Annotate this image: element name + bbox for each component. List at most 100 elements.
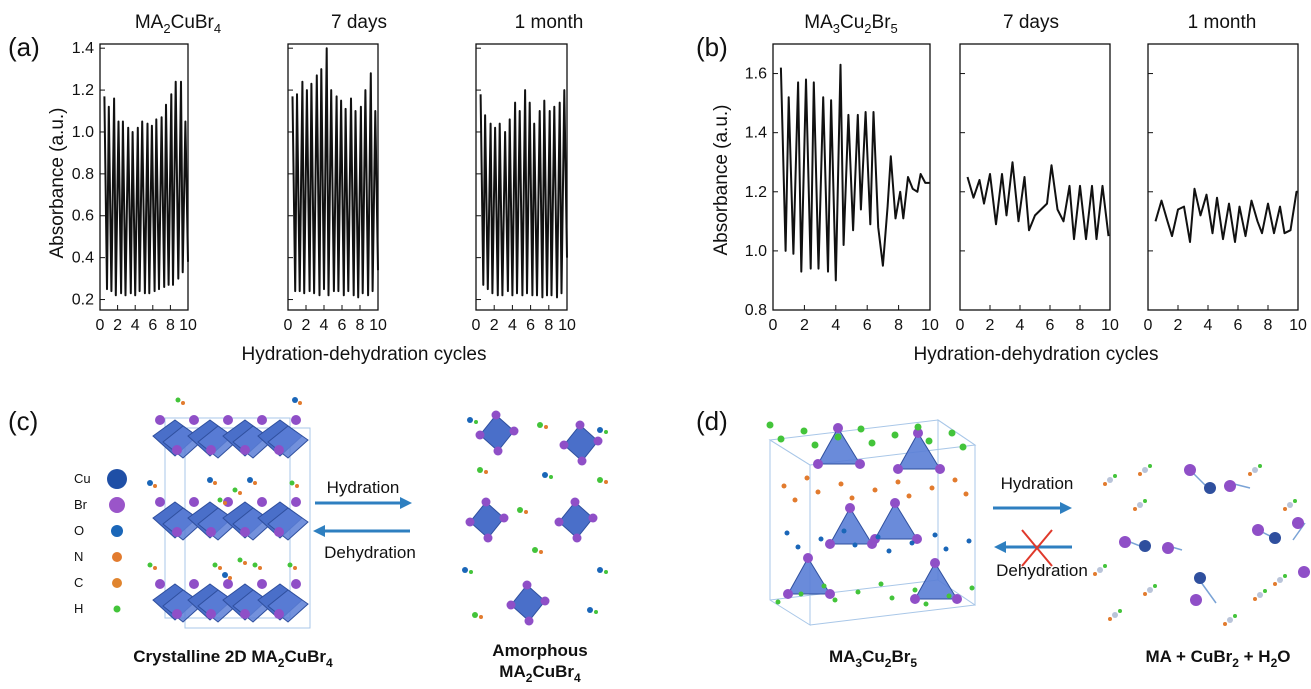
plot-frame-b3: [1147, 43, 1299, 311]
legend-dot-c: [112, 578, 122, 588]
br-atom: [240, 527, 250, 537]
y-tick-label: 1.2: [745, 184, 767, 201]
tetrahedron-shape: [817, 427, 861, 465]
plot-frame-b2: [959, 43, 1111, 311]
x-tick-label: 2: [800, 317, 809, 334]
x-tick-label: 6: [338, 317, 347, 334]
series-line-b3: [1154, 187, 1298, 243]
arrows-d: Hydration Dehydration: [993, 474, 1088, 580]
series-line-a2: [291, 47, 379, 299]
x-tick-label: 10: [1101, 317, 1119, 334]
br-atom: [172, 609, 182, 619]
dehydration-label-c: Dehydration: [324, 543, 416, 562]
plot-frame-b1: [772, 43, 931, 311]
br-atom: [206, 527, 216, 537]
y-ticks-b: 0.8 1.0 1.2 1.4 1.6: [745, 66, 767, 319]
octahedron-shape: [558, 501, 594, 539]
x-tick-label: 10: [921, 317, 939, 334]
octahedron-shape: [510, 584, 546, 622]
tetrahedron-shape: [914, 562, 958, 600]
panel-label-d: (d): [696, 406, 728, 436]
tetrahedron-shape: [829, 507, 873, 545]
y-tick-label: 0.4: [72, 250, 94, 267]
dehydration-label-d: Dehydration: [996, 561, 1088, 580]
subplot-title-a3: 1 month: [515, 12, 584, 33]
x-tick-label: 0: [284, 317, 293, 334]
plot-frame-a2: [287, 43, 379, 311]
legend-label-c: C: [74, 575, 83, 590]
br-atom: [291, 497, 301, 507]
br-atom: [257, 415, 267, 425]
x-tick-label: 10: [1289, 317, 1307, 334]
atom-legend: Cu Br O N C H: [74, 469, 127, 616]
x-tick-label: 0: [956, 317, 965, 334]
octahedron-shape: [479, 414, 515, 452]
legend-dot-h: [113, 605, 121, 613]
plot-frame-a1: [99, 43, 189, 311]
subplot-title-b3: 1 month: [1188, 12, 1257, 33]
crystalline-structure-illustration: [147, 397, 311, 629]
caption-amorphous-line1: Amorphous: [492, 641, 587, 660]
x-tick-label: 4: [131, 317, 140, 334]
y-axis-label-b: Absorbance (a.u.): [711, 104, 732, 255]
y-axis-label-a: Absorbance (a.u.): [47, 107, 68, 258]
caption-amorphous-line2: MA2CuBr4: [499, 662, 581, 684]
x-tick-label: 4: [320, 317, 329, 334]
subplot-title-a1: MA2CuBr4: [135, 12, 221, 36]
panel-label-c: (c): [8, 406, 38, 436]
x-tick-label: 2: [986, 317, 995, 334]
x-tick-label: 0: [96, 317, 105, 334]
x-tick-label: 4: [831, 317, 840, 334]
amorphous-structure-illustration: [462, 410, 608, 626]
legend-dot-cu: [107, 469, 127, 489]
subplot-title-b2: 7 days: [1003, 12, 1059, 33]
x-tick-label: 10: [558, 317, 576, 334]
panel-label-a: (a): [8, 32, 40, 62]
x-tick-label: 4: [1016, 317, 1025, 334]
octahedron-shape: [563, 424, 599, 462]
subplot-title-a2: 7 days: [331, 12, 387, 33]
br-atom: [257, 497, 267, 507]
x-tick-label: 8: [166, 317, 175, 334]
legend-dot-o: [111, 525, 123, 537]
tetrahedron-shape: [897, 432, 941, 470]
y-ticks-a: 0.2 0.4 0.6 0.8 1.0 1.2 1.4: [72, 40, 94, 308]
x-tick-label: 6: [148, 317, 157, 334]
br-atom: [223, 415, 233, 425]
x-tick-label: 2: [490, 317, 499, 334]
ma3cu2br5-structure-illustration: [766, 419, 977, 626]
br-atom: [257, 579, 267, 589]
series-line-a3: [479, 89, 568, 299]
x-tick-label: 4: [508, 317, 517, 334]
br-atom: [189, 415, 199, 425]
br-atom: [155, 579, 165, 589]
br-atom: [206, 609, 216, 619]
arrows-c: Hydration Dehydration: [313, 478, 416, 562]
y-tick-label: 1.2: [72, 82, 94, 99]
x-tick-label: 2: [302, 317, 311, 334]
x-tick-label: 0: [472, 317, 481, 334]
br-atom: [274, 445, 284, 455]
x-tick-label: 6: [1234, 317, 1243, 334]
y-tick-label: 1.4: [745, 125, 767, 142]
x-tick-label: 4: [1204, 317, 1213, 334]
x-tick-label: 2: [1174, 317, 1183, 334]
x-axis-label-b: Hydration-dehydration cycles: [913, 344, 1158, 365]
br-atom: [206, 445, 216, 455]
x-tick-label: 2: [113, 317, 122, 334]
panel-label-b: (b): [696, 32, 728, 62]
y-tick-label: 1.0: [72, 124, 94, 141]
plots-a: 0 2 4 6 8 10 0 2 4 6 8 10 0 2 4 6 8 10: [96, 43, 576, 334]
legend-label-h: H: [74, 601, 83, 616]
y-tick-label: 0.6: [72, 208, 94, 225]
br-atom: [223, 579, 233, 589]
x-axis-label-a: Hydration-dehydration cycles: [241, 344, 486, 365]
tetrahedron-shape: [787, 557, 831, 595]
br-atom: [291, 415, 301, 425]
legend-dot-br: [109, 497, 125, 513]
octahedron-shape: [469, 501, 505, 539]
series-line-b2: [966, 161, 1110, 241]
products-illustration: [1093, 464, 1310, 626]
x-tick-label: 6: [1046, 317, 1055, 334]
